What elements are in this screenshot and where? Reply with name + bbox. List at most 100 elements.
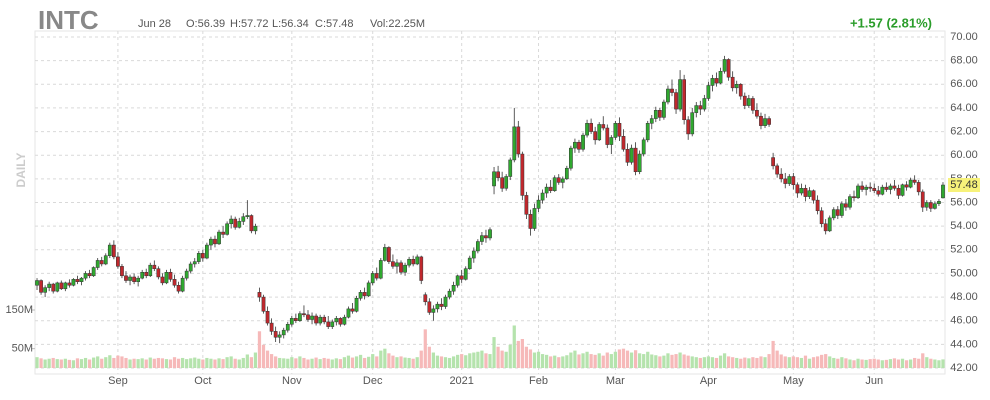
volume-bar (253, 352, 258, 368)
candle-body (868, 186, 873, 189)
candle-body (229, 218, 234, 225)
candle-body (755, 110, 759, 117)
candle-body (662, 101, 666, 118)
volume-bar (520, 339, 524, 368)
candle-body (427, 301, 432, 313)
candle-body (536, 199, 541, 209)
volume-bar (265, 350, 270, 368)
candle-body (888, 185, 893, 190)
candle-body (435, 303, 440, 310)
x-tick-label: Apr (700, 375, 717, 387)
candle-body (467, 257, 472, 269)
candle-body (912, 179, 917, 183)
candle-body (920, 191, 925, 208)
candle-body (176, 285, 181, 292)
candle-body (83, 273, 88, 279)
candle-body (132, 276, 136, 282)
candle-body (678, 79, 682, 110)
candle-body (391, 261, 395, 267)
volume-bar (646, 351, 650, 368)
volume-bar (269, 354, 274, 368)
volume-bar (573, 350, 577, 368)
candle-body (43, 287, 47, 293)
candle-body (330, 321, 335, 327)
volume-bar (779, 354, 783, 368)
candle-body (581, 134, 585, 150)
candle-body (823, 223, 828, 232)
volume-bar (593, 354, 597, 368)
candle-body (172, 279, 177, 286)
candle-body (484, 235, 488, 239)
candle-body (107, 244, 112, 256)
candle-body (876, 190, 881, 195)
candle-body (71, 279, 76, 286)
x-tick-label: 2021 (449, 375, 473, 387)
volume-bar (189, 358, 193, 368)
y-tick-label: 70.00 (950, 31, 978, 43)
candle-body (730, 76, 735, 89)
candle-body (573, 141, 577, 149)
volume-bar (241, 357, 245, 368)
candle-body (451, 285, 456, 292)
candle-body (51, 283, 56, 292)
volume-bar (371, 354, 375, 368)
candle-body (767, 118, 771, 125)
candle-body (241, 216, 246, 222)
volume-bar (807, 358, 812, 368)
volume-bar (532, 352, 537, 368)
volume-bar (755, 357, 759, 368)
candle-body (253, 225, 258, 232)
volume-bar (803, 355, 808, 368)
volume-bar (225, 357, 229, 368)
volume-bar (872, 358, 876, 368)
volume-bar (714, 357, 719, 368)
candle-body (293, 318, 298, 321)
y-tick-label: 50.00 (950, 267, 978, 279)
candle-body (289, 318, 294, 325)
y-tick-label: 68.00 (950, 55, 978, 67)
candle-body (463, 268, 468, 280)
volume-bar (763, 357, 767, 368)
candle-body (99, 260, 104, 265)
candle-body (928, 202, 933, 209)
candle-body (520, 153, 525, 196)
volume-bar (403, 357, 407, 368)
candle-body (815, 199, 820, 212)
candle-body (585, 123, 589, 136)
candle-body (168, 271, 173, 280)
volume-bar (136, 359, 140, 368)
candle-body (544, 186, 549, 194)
volume-bar (868, 359, 872, 368)
candle-body (682, 79, 687, 120)
volume-bar (759, 356, 763, 368)
volume-bar (443, 357, 448, 368)
y-tick-label: 44.00 (950, 338, 978, 350)
volume-bar (933, 359, 937, 368)
volume-bar (941, 359, 945, 368)
candle-body (366, 282, 371, 297)
volume-bar (654, 355, 658, 368)
volume-bar (294, 358, 298, 368)
candle-body (617, 123, 622, 137)
volume-bar (79, 359, 84, 368)
candle-body (848, 196, 852, 208)
volume-bar (528, 349, 533, 368)
volume-bar (116, 355, 120, 368)
volume-bar (415, 357, 419, 368)
candle-body (395, 262, 399, 267)
volume-bar (363, 357, 367, 368)
volume-bar (666, 353, 670, 368)
candle-body (423, 294, 428, 303)
volume-bar (710, 357, 715, 368)
candle-body (908, 179, 913, 188)
volume-bar (330, 359, 334, 368)
x-tick-label: Jun (865, 375, 883, 387)
candle-body (378, 260, 383, 279)
volume-bar (201, 359, 205, 368)
candle-body (164, 271, 169, 284)
volume-bar (613, 351, 617, 368)
candle-body (803, 188, 808, 197)
candle-body (831, 209, 836, 219)
volume-bar (209, 358, 213, 368)
